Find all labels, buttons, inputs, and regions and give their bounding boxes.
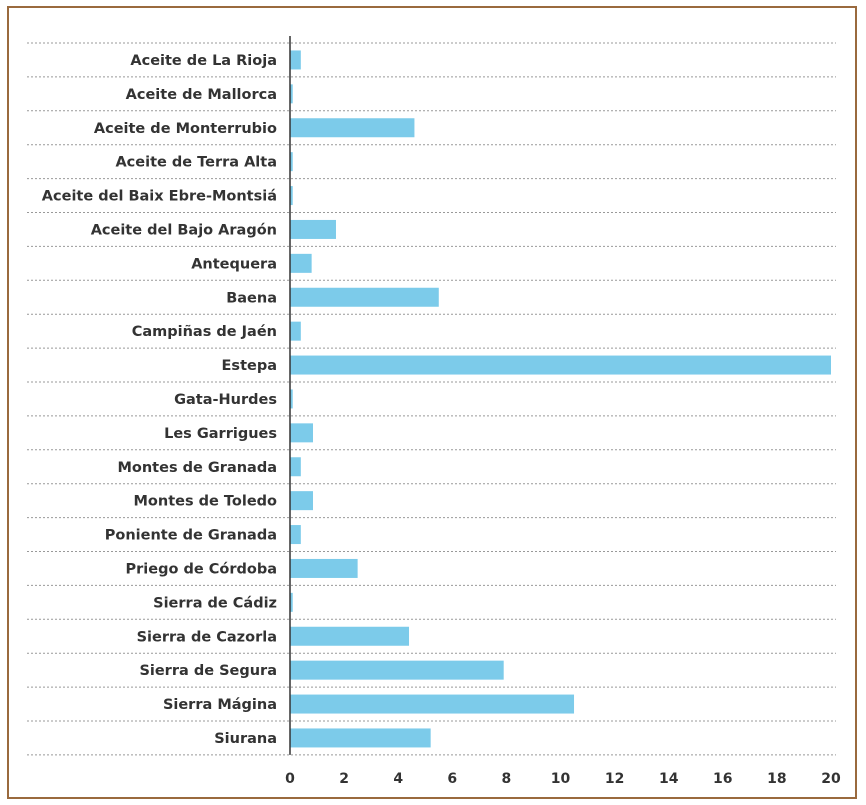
category-label: Aceite de Terra Alta (115, 155, 277, 171)
category-label: Poniente de Granada (105, 528, 277, 544)
x-tick-labels: 0 2 4 6 8 10 12 14 16 18 20 (285, 771, 841, 787)
bar-16 (290, 592, 293, 612)
category-label: Montes de Toledo (134, 494, 278, 510)
category-label: Sierra de Cádiz (153, 595, 277, 611)
x-tick-label: 20 (821, 771, 841, 787)
category-label: Gata-Hurdes (174, 392, 277, 408)
x-tick-label: 0 (285, 771, 295, 787)
bar-19 (290, 694, 575, 714)
bars (290, 50, 831, 748)
category-label: Sierra de Segura (139, 663, 277, 679)
category-label: Priego de Córdoba (126, 561, 278, 577)
bar-12 (290, 457, 301, 477)
bar-8 (290, 321, 301, 341)
bar-7 (290, 287, 439, 307)
x-tick-label: 16 (713, 771, 732, 787)
bar-10 (290, 389, 293, 409)
category-label: Aceite de Monterrubio (94, 121, 277, 137)
category-label: Aceite de Mallorca (126, 87, 277, 103)
category-label: Campiñas de Jaén (132, 324, 277, 340)
x-tick-label: 10 (551, 771, 571, 787)
x-tick-label: 8 (502, 771, 512, 787)
bar-17 (290, 626, 410, 646)
category-label: Estepa (222, 358, 277, 374)
category-label: Baena (226, 290, 277, 306)
bar-13 (290, 491, 313, 511)
category-label: Aceite del Baix Ebre-Montsiá (42, 189, 277, 205)
category-label: Sierra de Cazorla (137, 629, 277, 645)
bar-14 (290, 525, 301, 545)
x-tick-label: 18 (767, 771, 786, 787)
bar-15 (290, 558, 358, 578)
grid-lines (27, 42, 836, 756)
x-tick-label: 2 (339, 771, 349, 787)
category-label: Aceite del Bajo Aragón (91, 222, 277, 238)
bar-5 (290, 219, 336, 239)
bar-3 (290, 152, 293, 172)
x-tick-label: 14 (659, 771, 679, 787)
x-tick-label: 6 (447, 771, 457, 787)
bar-2 (290, 118, 415, 138)
bar-6 (290, 253, 312, 273)
bar-20 (290, 728, 431, 748)
category-labels: Aceite de La Rioja Aceite de Mallorca Acei… (42, 53, 277, 747)
x-tick-label: 12 (605, 771, 624, 787)
category-label: Aceite de La Rioja (130, 53, 277, 69)
category-label: Sierra Mágina (163, 697, 277, 713)
bar-1 (290, 84, 293, 104)
bar-9 (290, 355, 831, 375)
bar-18 (290, 660, 504, 680)
category-label: Montes de Granada (117, 460, 277, 476)
category-label: Siurana (214, 731, 277, 747)
bar-11 (290, 423, 313, 443)
bar-0 (290, 50, 301, 70)
category-label: Antequera (191, 256, 277, 272)
x-tick-label: 4 (393, 771, 403, 787)
bar-4 (290, 186, 293, 206)
category-label: Les Garrigues (164, 426, 277, 442)
